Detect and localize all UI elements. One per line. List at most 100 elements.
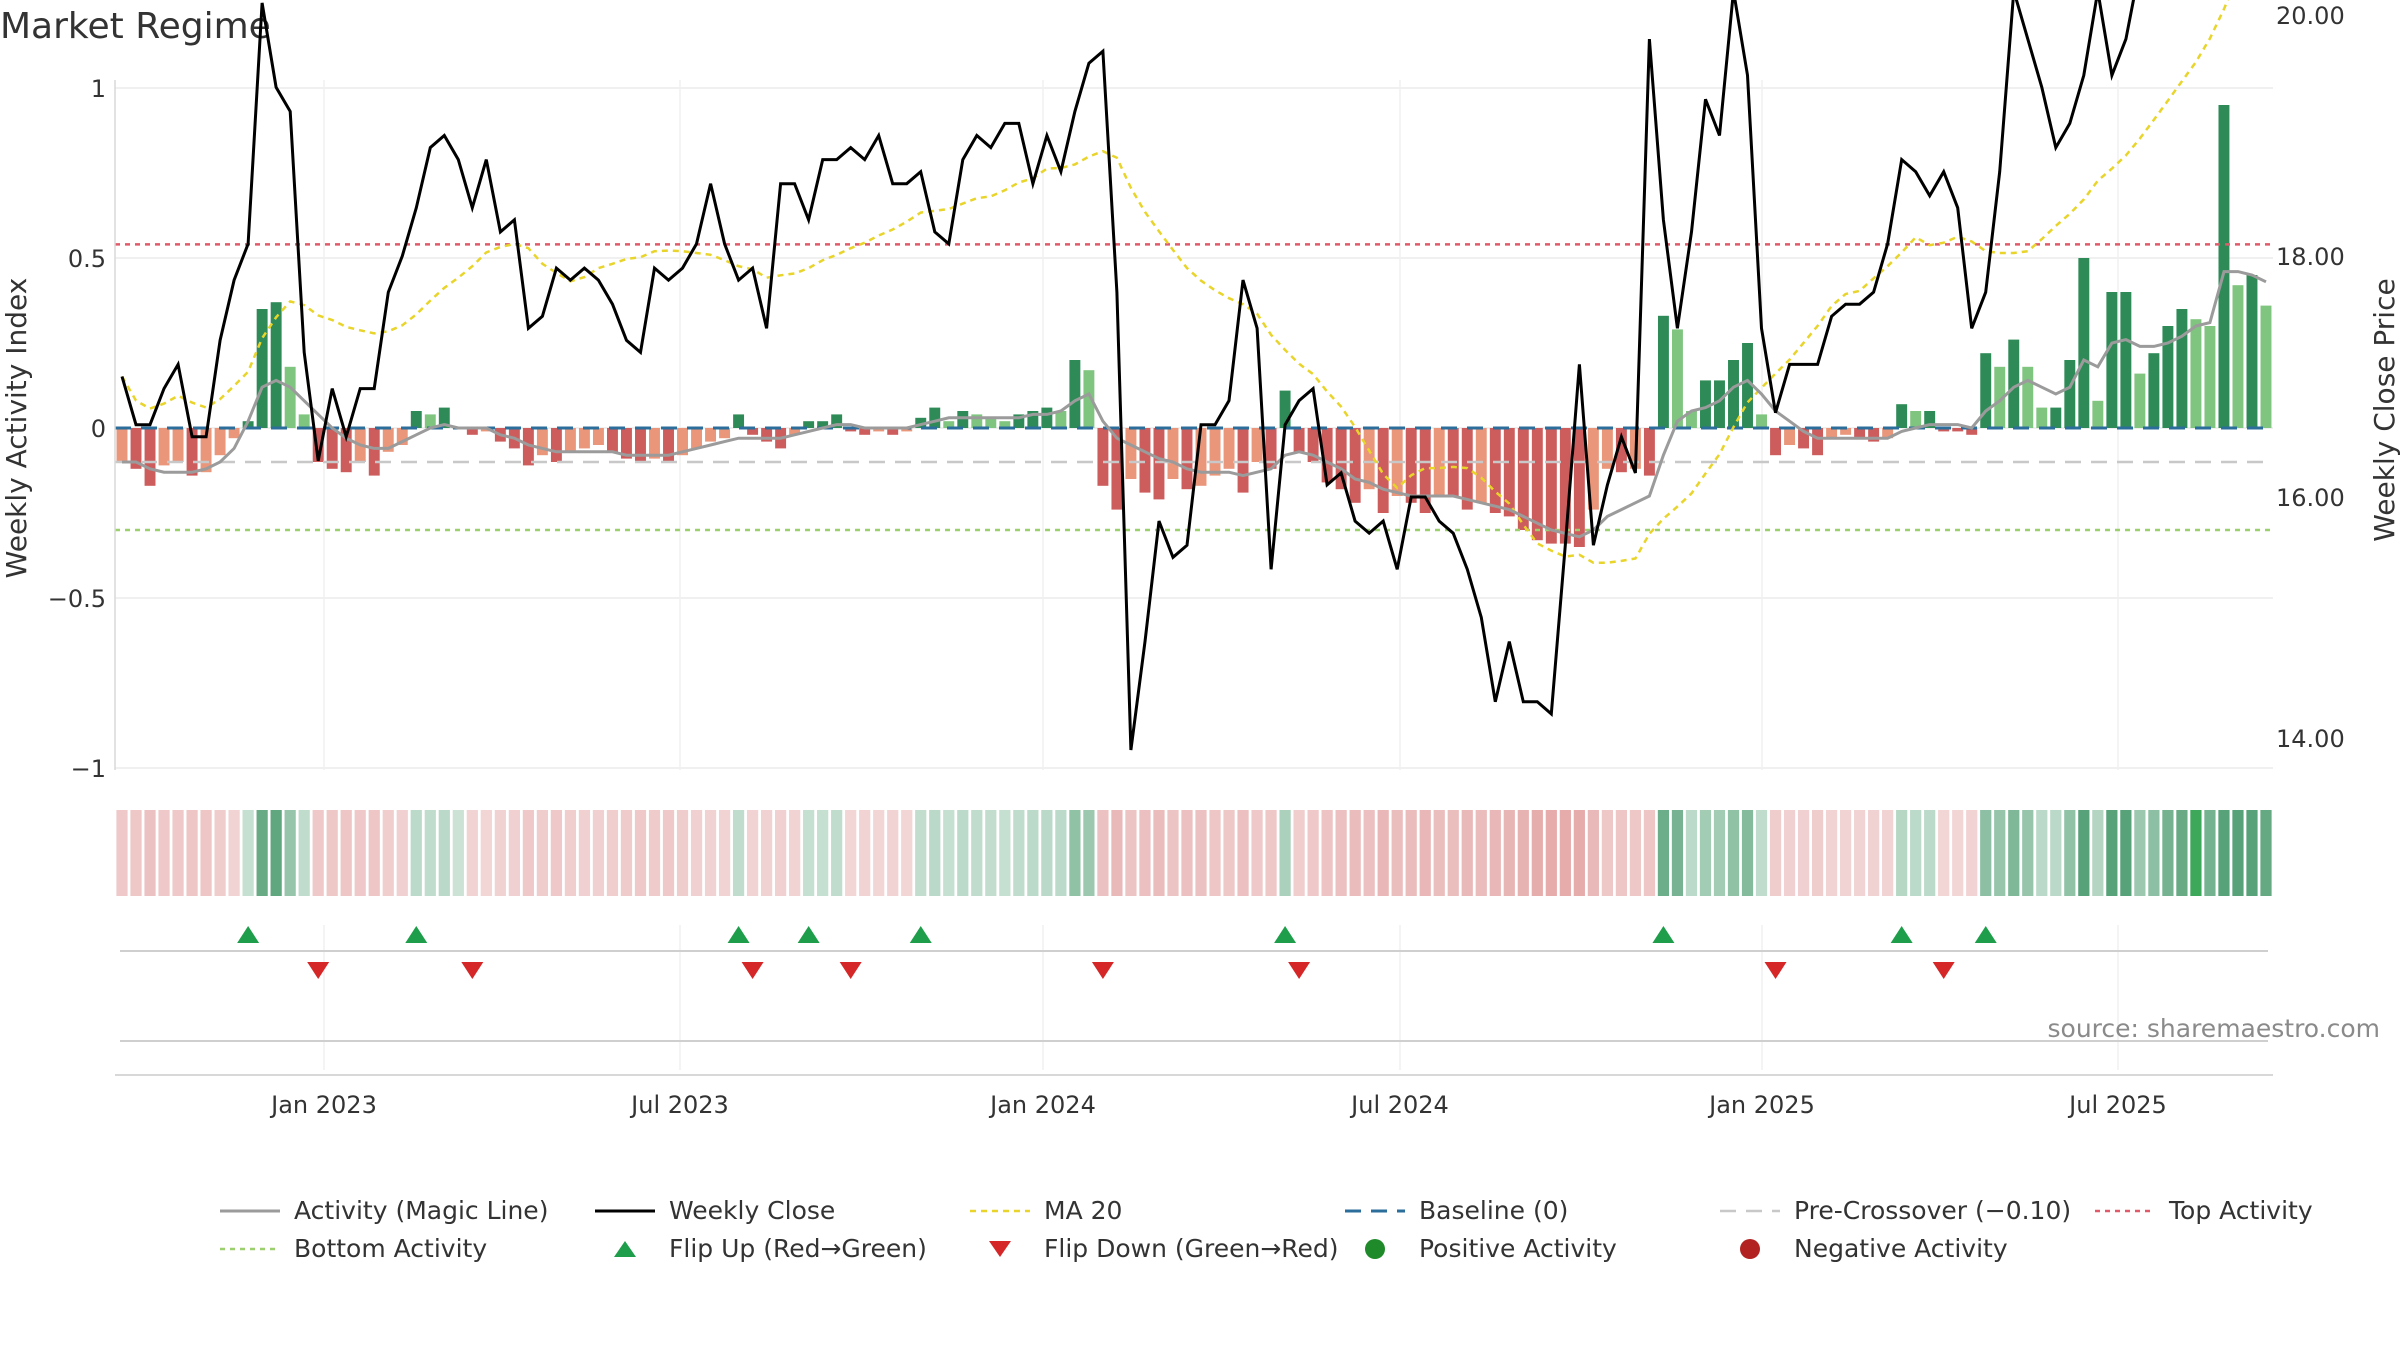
regime-strip-cell (2078, 810, 2090, 896)
regime-strip (116, 810, 2272, 896)
regime-strip-cell (1839, 810, 1852, 896)
activity-bar (2176, 309, 2188, 428)
activity-bar (943, 421, 955, 428)
regime-strip-cell (466, 810, 478, 896)
x-tick-label: Jan 2023 (269, 1091, 377, 1119)
activity-bar (172, 428, 184, 462)
activity-bar (1545, 428, 1557, 544)
activity-bar (985, 417, 997, 428)
activity-bar (130, 428, 142, 469)
activity-bar (1307, 428, 1319, 462)
regime-strip-cell (1489, 810, 1501, 896)
activity-bar (803, 421, 815, 428)
activity-bar (789, 428, 801, 435)
regime-strip-cell (1825, 810, 1838, 896)
activity-bar (1896, 404, 1908, 428)
activity-bar (1419, 428, 1431, 513)
regime-strip-cell (845, 810, 857, 896)
y-left-tick-label: 0 (91, 415, 106, 443)
activity-bar (1657, 315, 1669, 428)
regime-strip-cell (1377, 810, 1389, 896)
activity-bar (228, 428, 240, 439)
regime-strip-cell (368, 810, 380, 896)
regime-strip-cell (1055, 810, 1067, 896)
activity-bar (564, 428, 576, 452)
activity-bar (1728, 360, 1739, 428)
y-left-tick-label: 0.5 (68, 245, 106, 273)
activity-bar (1139, 428, 1151, 493)
activity-bar (340, 428, 352, 473)
activity-bar (368, 428, 380, 476)
regime-strip-cell (1615, 810, 1628, 896)
flip-down-marker (839, 962, 862, 979)
regime-strip-cell (2134, 810, 2146, 896)
regime-strip-cell (1027, 810, 1039, 896)
flip-up-marker (405, 926, 428, 943)
regime-strip-cell (116, 810, 128, 896)
activity-bar (1209, 428, 1221, 476)
regime-strip-cell (760, 810, 773, 896)
activity-bar (1377, 428, 1389, 513)
regime-strip-cell (2232, 810, 2244, 896)
regime-strip-cell (522, 810, 534, 896)
activity-bar (1980, 353, 1992, 428)
regime-strip-cell (1966, 810, 1978, 896)
activity-bar (1531, 428, 1543, 541)
activity-bar (1223, 428, 1235, 469)
activity-bar (733, 414, 745, 428)
regime-strip-cell (1994, 810, 2006, 896)
regime-strip-cell (901, 810, 913, 896)
regime-strip-cell (382, 810, 394, 896)
activity-bar (1489, 428, 1501, 513)
regime-strip-cell (186, 810, 198, 896)
activity-bar (312, 428, 324, 462)
regime-strip-cell (1503, 810, 1515, 896)
activity-bar (2008, 339, 2020, 428)
regime-strip-cell (578, 810, 591, 896)
regime-strip-cell (1699, 810, 1712, 896)
regime-strip-cell (634, 810, 647, 896)
activity-bar (2190, 319, 2202, 428)
time-axis: Jan 2023 Jul 2023 Jan 2024 Jul 2024 Jan 2025… (115, 1074, 2273, 1119)
y-right-tick-label: 18.00 (2276, 243, 2345, 271)
regime-strip-cell (564, 810, 577, 896)
chart-title: Market Regime (0, 6, 271, 47)
activity-bar (2148, 353, 2160, 428)
activity-bar (873, 428, 885, 432)
y-right-tick-label: 16.00 (2276, 484, 2345, 512)
activity-bar (1069, 360, 1081, 428)
activity-bar (999, 421, 1011, 428)
regime-strip-cell (789, 810, 801, 896)
regime-strip-cell (1181, 810, 1193, 896)
activity-bar (592, 428, 604, 445)
activity-bar (635, 428, 646, 462)
activity-bar (2162, 326, 2174, 428)
regime-strip-cell (536, 810, 549, 896)
regime-strip-cell (2008, 810, 2020, 896)
activity-bar (2120, 292, 2132, 428)
activity-bar (1700, 380, 1711, 428)
activity-bar (438, 407, 450, 428)
regime-strip-cell (2050, 810, 2062, 896)
activity-bar (2218, 105, 2230, 428)
activity-bar (1685, 411, 1697, 428)
flip-up-marker (1652, 926, 1675, 943)
activity-bar (396, 428, 408, 445)
activity-bar (817, 421, 829, 428)
regime-strip-cell (396, 810, 408, 896)
activity-bar (705, 428, 717, 442)
regime-strip-cell (1349, 810, 1361, 896)
activity-bar (901, 428, 913, 432)
regime-strip-cell (1671, 810, 1684, 896)
regime-strip-cell (1769, 810, 1782, 896)
activity-bar (1812, 428, 1824, 456)
regime-strip-cell (1531, 810, 1543, 896)
activity-bar (957, 411, 969, 428)
activity-bar (1363, 428, 1375, 490)
regime-strip-cell (1195, 810, 1207, 896)
activity-bar (1265, 428, 1277, 469)
y-right-tick-label: 14.00 (2276, 725, 2345, 753)
regime-strip-cell (1153, 810, 1165, 896)
regime-strip-cell (2218, 810, 2230, 896)
activity-bar (1938, 428, 1950, 432)
